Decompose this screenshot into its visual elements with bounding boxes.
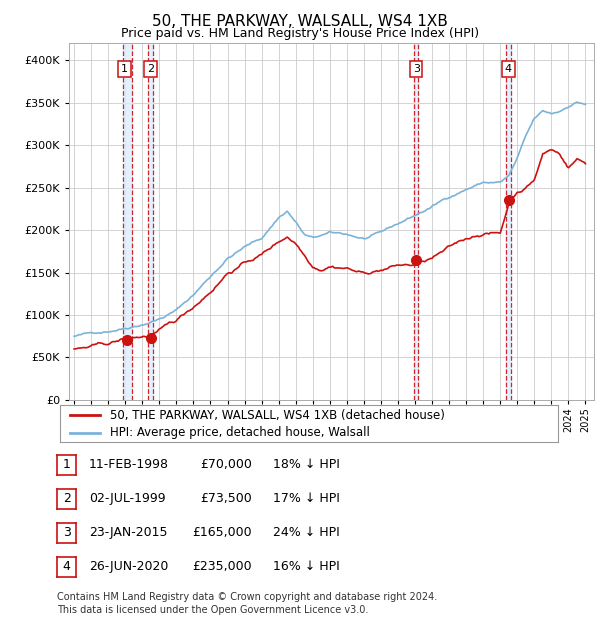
Text: £70,000: £70,000 [200, 458, 252, 471]
Text: 24% ↓ HPI: 24% ↓ HPI [273, 526, 340, 539]
Text: 16% ↓ HPI: 16% ↓ HPI [273, 560, 340, 574]
Text: Price paid vs. HM Land Registry's House Price Index (HPI): Price paid vs. HM Land Registry's House … [121, 27, 479, 40]
Text: 1: 1 [121, 64, 128, 74]
Text: 3: 3 [62, 526, 71, 539]
Text: 02-JUL-1999: 02-JUL-1999 [89, 492, 166, 505]
Text: Contains HM Land Registry data © Crown copyright and database right 2024.
This d: Contains HM Land Registry data © Crown c… [57, 592, 437, 615]
Text: 2: 2 [62, 492, 71, 505]
Text: HPI: Average price, detached house, Walsall: HPI: Average price, detached house, Wals… [110, 427, 370, 439]
Text: 4: 4 [505, 64, 512, 74]
Text: 3: 3 [413, 64, 420, 74]
Text: 18% ↓ HPI: 18% ↓ HPI [273, 458, 340, 471]
Text: 17% ↓ HPI: 17% ↓ HPI [273, 492, 340, 505]
Text: 11-FEB-1998: 11-FEB-1998 [89, 458, 169, 471]
Text: £73,500: £73,500 [200, 492, 252, 505]
Text: £165,000: £165,000 [193, 526, 252, 539]
Text: 2: 2 [147, 64, 154, 74]
Text: 1: 1 [62, 458, 71, 471]
Bar [122, 43, 132, 400]
Text: 4: 4 [62, 560, 71, 574]
Text: 50, THE PARKWAY, WALSALL, WS4 1XB (detached house): 50, THE PARKWAY, WALSALL, WS4 1XB (detac… [110, 409, 445, 422]
Bar [414, 43, 418, 400]
Text: 26-JUN-2020: 26-JUN-2020 [89, 560, 168, 574]
Bar [148, 43, 154, 400]
Bar [506, 43, 511, 400]
Text: £235,000: £235,000 [193, 560, 252, 574]
Text: 23-JAN-2015: 23-JAN-2015 [89, 526, 167, 539]
Text: 50, THE PARKWAY, WALSALL, WS4 1XB: 50, THE PARKWAY, WALSALL, WS4 1XB [152, 14, 448, 29]
